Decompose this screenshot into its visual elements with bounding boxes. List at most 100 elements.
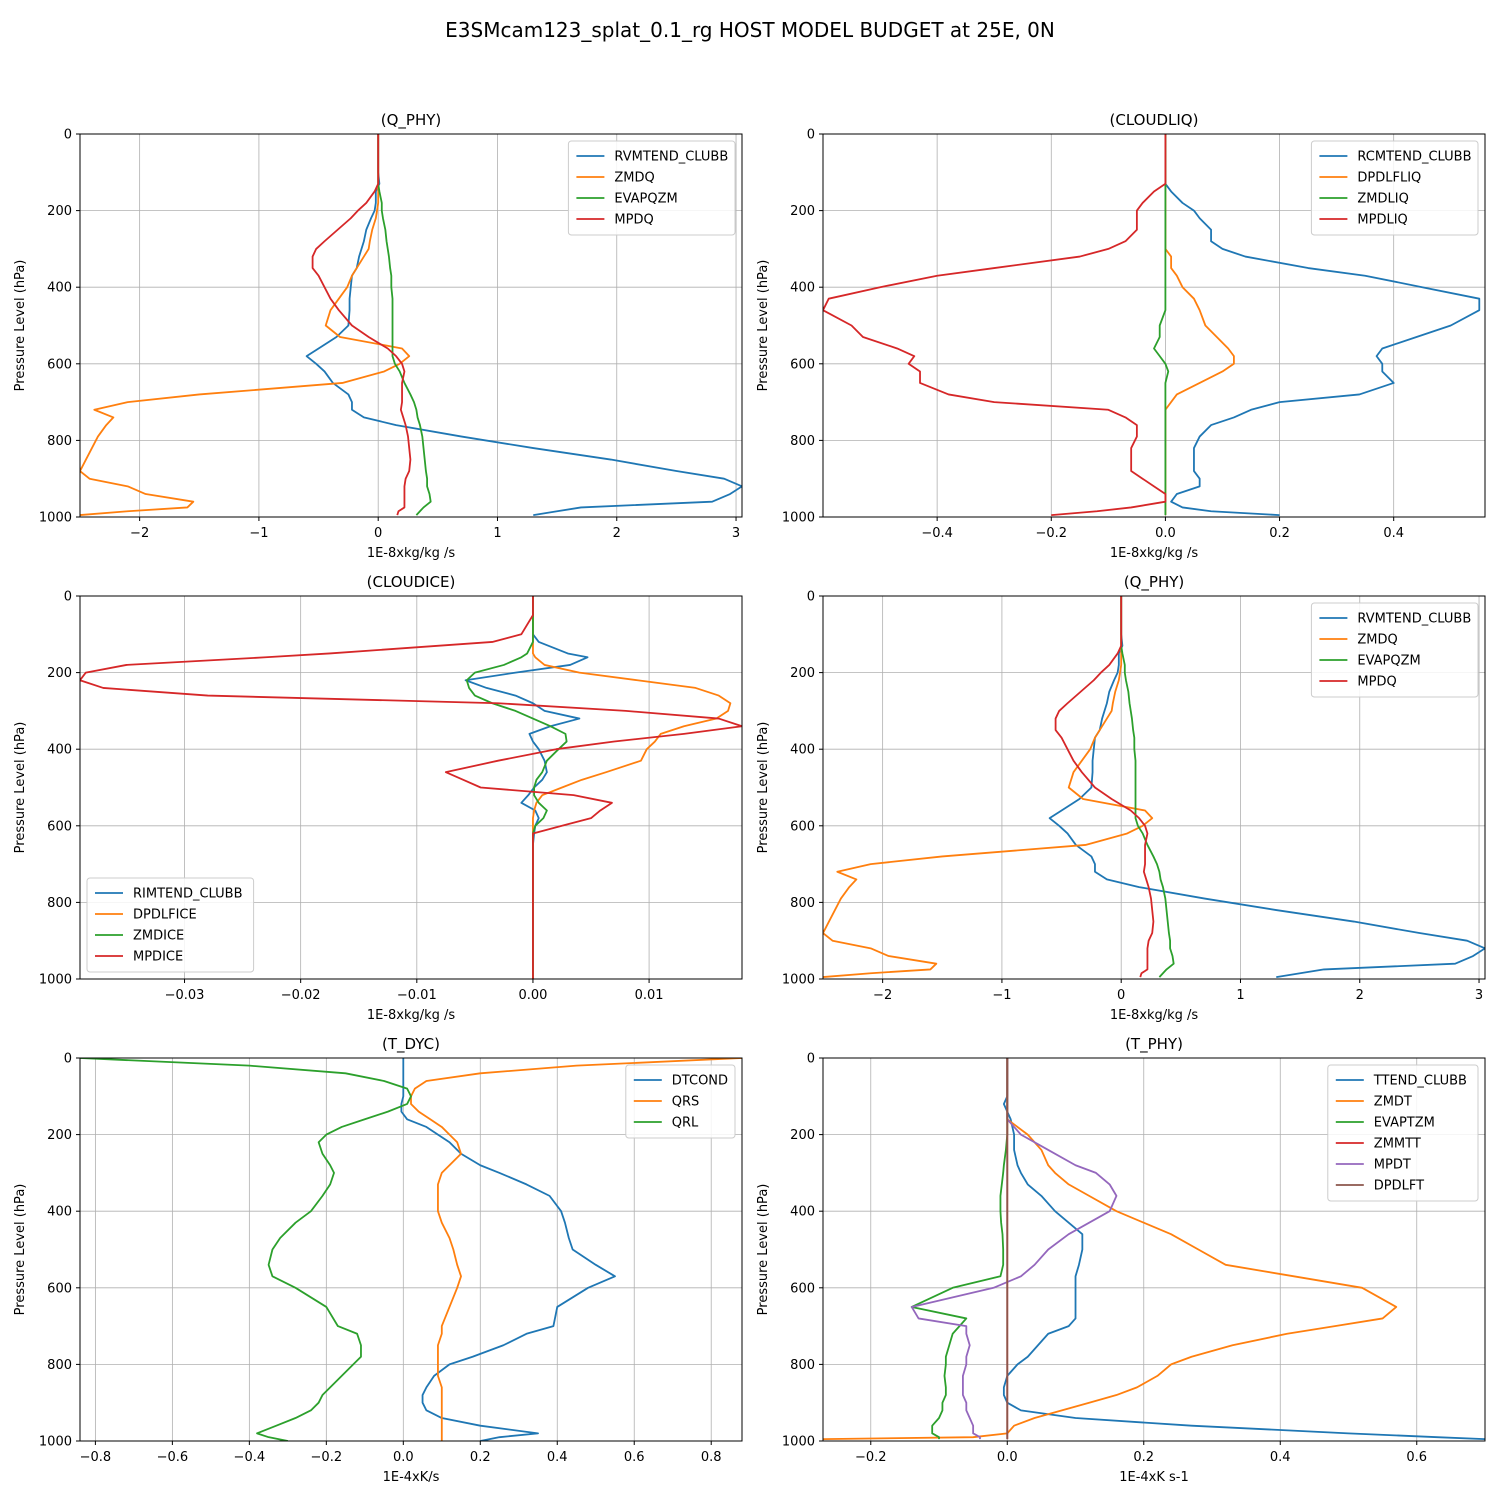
x-tick-label: 0.0 xyxy=(997,1450,1018,1465)
y-tick-label: 800 xyxy=(47,434,72,449)
legend-entry: EVAPTZM xyxy=(1374,1116,1435,1131)
y-tick-label: 200 xyxy=(790,666,815,681)
legend-entry: MPDQ xyxy=(614,213,653,228)
axes-frame xyxy=(79,1057,743,1442)
subplot-title: (CLOUDLIQ) xyxy=(1110,111,1199,129)
x-tick-label: 0.4 xyxy=(1383,526,1404,541)
legend-box xyxy=(567,140,736,236)
legend-entry: QRL xyxy=(672,1116,699,1131)
x-tick-label: 0.2 xyxy=(1133,1450,1154,1465)
subplot-title: (T_PHY) xyxy=(1125,1035,1183,1054)
x-tick-label: −0.2 xyxy=(1035,526,1067,541)
subplot-title: (Q_PHY) xyxy=(1124,573,1185,592)
x-tick-label: −1 xyxy=(992,988,1011,1003)
legend-box xyxy=(1327,1064,1479,1202)
legend-entry: RVMTEND_CLUBB xyxy=(614,150,728,165)
legend-box xyxy=(1310,140,1479,236)
legend: RVMTEND_CLUBB ZMDQ EVAPQZM MPDQ xyxy=(567,140,736,236)
x-axis-label: 1E-4xK s-1 xyxy=(1119,1470,1189,1485)
x-tick-label: −0.4 xyxy=(234,1450,266,1465)
y-tick-label: 1000 xyxy=(782,973,815,988)
series-line-zmdliq xyxy=(1153,134,1170,516)
y-tick-label: 600 xyxy=(47,357,72,372)
legend-entry: DPDLFLIQ xyxy=(1357,171,1421,186)
y-tick-label: 1000 xyxy=(39,973,72,988)
legend-entry: MPDLIQ xyxy=(1357,213,1407,228)
subplot-5: −0.8 −0.6 −0.4 −0.2 0.0 0.2 0.4 0.6 0.8 0 200 400 60… xyxy=(13,1035,743,1485)
y-axis-label: Pressure Level (hPa) xyxy=(13,1184,28,1316)
x-tick-label: −0.8 xyxy=(80,1450,112,1465)
x-tick-label: 0.2 xyxy=(470,1450,491,1465)
x-axis-label: 1E-8xkg/kg /s xyxy=(367,546,456,561)
y-tick-label: 600 xyxy=(790,357,815,372)
y-tick-label: 200 xyxy=(47,1128,72,1143)
subplot-title: (Q_PHY) xyxy=(381,111,442,130)
y-tick-label: 1000 xyxy=(39,1435,72,1450)
x-tick-label: 1 xyxy=(493,526,501,541)
legend-entry: QRS xyxy=(672,1095,700,1110)
y-tick-label: 400 xyxy=(47,743,72,758)
y-tick-label: 400 xyxy=(47,281,72,296)
x-tick-label: 0 xyxy=(1117,988,1125,1003)
y-tick-label: 0 xyxy=(64,590,72,605)
x-tick-label: 0.8 xyxy=(701,1450,722,1465)
legend-entry: ZMDLIQ xyxy=(1357,192,1408,207)
legend-entry: DPDLFT xyxy=(1374,1179,1424,1194)
axes-frame xyxy=(822,133,1486,518)
y-tick-label: 600 xyxy=(790,1281,815,1296)
legend-entry: DPDLFICE xyxy=(133,908,197,923)
y-tick-label: 400 xyxy=(47,1205,72,1220)
legend-entry: ZMDQ xyxy=(614,171,654,186)
legend: RVMTEND_CLUBB ZMDQ EVAPQZM MPDQ xyxy=(1310,602,1479,698)
x-tick-label: 0.4 xyxy=(547,1450,568,1465)
legend-entry: ZMMTT xyxy=(1374,1137,1421,1152)
legend-entry: RIMTEND_CLUBB xyxy=(133,887,243,902)
y-axis-label: Pressure Level (hPa) xyxy=(13,722,28,854)
legend-entry: ZMDQ xyxy=(1357,633,1397,648)
y-tick-label: 200 xyxy=(47,204,72,219)
series-line-rcmtend-clubb xyxy=(1164,134,1481,516)
series-line-zmdt xyxy=(823,1058,1398,1440)
legend-box xyxy=(1310,602,1479,698)
y-tick-label: 600 xyxy=(47,819,72,834)
x-tick-label: 0.0 xyxy=(393,1450,414,1465)
y-tick-label: 0 xyxy=(64,128,72,143)
subplot-2: −0.4 −0.2 0.0 0.2 0.4 0 200 400 600 800 1000 (CLOUD… xyxy=(756,111,1486,561)
legend-box xyxy=(625,1064,736,1139)
x-tick-label: −0.01 xyxy=(397,988,437,1003)
legend-entry: ZMDT xyxy=(1374,1095,1412,1110)
y-tick-label: 0 xyxy=(807,590,815,605)
y-tick-label: 600 xyxy=(47,1281,72,1296)
legend-entry: EVAPQZM xyxy=(1357,654,1420,669)
subplot-title: (CLOUDICE) xyxy=(367,573,456,591)
subplot-3: −0.03 −0.02 −0.01 0.00 0.01 0 200 400 600 800 1000… xyxy=(13,573,743,1023)
legend-entry: ZMDICE xyxy=(133,929,184,944)
y-tick-label: 400 xyxy=(790,281,815,296)
x-tick-label: −2 xyxy=(130,526,149,541)
legend-entry: MPDT xyxy=(1374,1158,1411,1173)
legend: RIMTEND_CLUBB DPDLFICE ZMDICE MPDICE xyxy=(86,877,255,973)
legend-entry: DTCOND xyxy=(672,1074,728,1089)
subplot-grid: −2 −1 0 1 2 302004006008001000(Q_PHY)1E-8xkg/… xyxy=(13,111,1486,1485)
x-tick-label: 0.01 xyxy=(635,988,664,1003)
x-tick-label: 0.2 xyxy=(1269,526,1290,541)
y-tick-label: 0 xyxy=(807,1052,815,1067)
y-tick-label: 0 xyxy=(807,128,815,143)
x-tick-label: 3 xyxy=(1475,988,1483,1003)
x-tick-label: 3 xyxy=(732,526,740,541)
legend: RCMTEND_CLUBB DPDLFLIQ ZMDLIQ MPDLIQ xyxy=(1310,140,1479,236)
y-tick-label: 800 xyxy=(790,896,815,911)
axes-frame xyxy=(79,595,743,980)
x-axis-label: 1E-8xkg/kg /s xyxy=(367,1008,456,1023)
legend-entry: MPDQ xyxy=(1357,675,1396,690)
x-axis-label: 1E-4xK/s xyxy=(383,1470,440,1485)
y-tick-label: 400 xyxy=(790,743,815,758)
legend-entry: TTEND_CLUBB xyxy=(1373,1074,1467,1089)
x-tick-label: −0.4 xyxy=(921,526,953,541)
y-tick-label: 1000 xyxy=(782,511,815,526)
series-line-qrl xyxy=(80,1058,412,1441)
y-tick-label: 200 xyxy=(790,204,815,219)
y-tick-label: 0 xyxy=(64,1052,72,1067)
series-line-mpdliq xyxy=(823,134,1167,516)
